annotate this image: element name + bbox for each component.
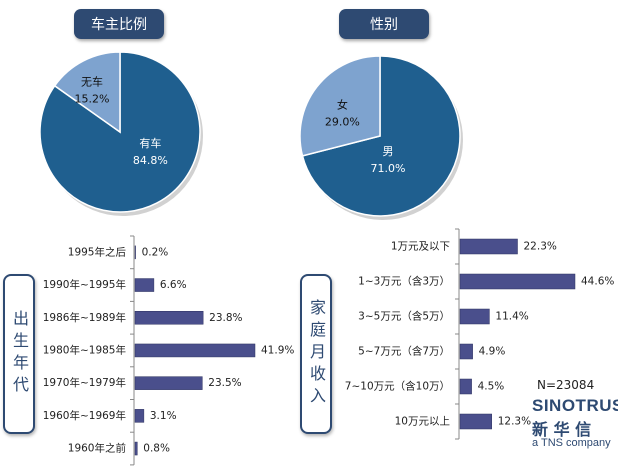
bar2-value-label-2: 44.6% bbox=[581, 276, 614, 288]
bar2-value-label-5: 4.5% bbox=[478, 381, 505, 393]
sample-size: N=23084 bbox=[537, 378, 595, 392]
bar2-value-label-1: 22.3% bbox=[524, 241, 557, 253]
bar2-category-label-6: 10万元以上 bbox=[395, 416, 450, 428]
bar1-bar-7 bbox=[134, 441, 138, 456]
bar1-value-label-7: 0.8% bbox=[143, 443, 170, 455]
bar1-bar-6 bbox=[134, 409, 145, 423]
bar1-value-label-5: 23.5% bbox=[208, 377, 241, 389]
pie1-slice-label-2: 无车 bbox=[81, 74, 103, 88]
bar1-title: 出生年代 bbox=[3, 274, 35, 434]
logo-tns: a TNS company bbox=[532, 437, 611, 449]
logo-sinotrust: SINOTRUST bbox=[532, 396, 618, 415]
bar1-bar-1 bbox=[134, 245, 136, 260]
pie2-slice-2 bbox=[299, 55, 381, 157]
bar1-category-label-4: 1980年~1985年 bbox=[43, 343, 126, 356]
bar1-value-label-3: 23.8% bbox=[209, 312, 242, 324]
pie1-slice-label-1: 有车 bbox=[139, 136, 161, 150]
bar1-bar-5 bbox=[134, 376, 203, 390]
bar2-category-label-5: 7~10万元（含10万） bbox=[345, 380, 450, 393]
bar1-value-label-1: 0.2% bbox=[142, 246, 169, 258]
bar1-category-label-2: 1990年~1995年 bbox=[43, 278, 126, 291]
pie2-slice-label-1: 男 bbox=[383, 145, 394, 158]
bar2-category-label-2: 1~3万元（含3万） bbox=[358, 275, 450, 288]
bar2-bar-2 bbox=[459, 273, 576, 290]
bar1-bar-4 bbox=[134, 343, 256, 358]
bar1-category-label-3: 1986年~1989年 bbox=[43, 311, 126, 324]
bar1-bar-3 bbox=[134, 311, 204, 325]
pie2-slice-value-2: 29.0% bbox=[325, 116, 360, 129]
pie2-slice-1 bbox=[301, 55, 461, 217]
bar1-value-label-6: 3.1% bbox=[150, 410, 177, 422]
bar2-bar-3 bbox=[459, 308, 490, 325]
pie2-slice-value-1: 71.0% bbox=[371, 162, 406, 175]
bar1-category-label-5: 1970年~1979年 bbox=[43, 376, 126, 389]
pie2-title: 性别 bbox=[339, 9, 429, 39]
bar2-value-label-4: 4.9% bbox=[479, 346, 506, 358]
bar2-title: 家庭月收入 bbox=[300, 274, 332, 434]
bar1-category-label-7: 1960年之前 bbox=[68, 442, 126, 455]
bar2-bar-6 bbox=[459, 413, 492, 430]
bar2-bar-4 bbox=[459, 343, 473, 360]
bar2-bar-1 bbox=[459, 238, 518, 255]
bar2-value-label-3: 11.4% bbox=[495, 311, 528, 323]
bar1-bar-2 bbox=[134, 278, 155, 292]
bar1-value-label-4: 41.9% bbox=[261, 344, 294, 356]
pie1-slice-value-2: 15.2% bbox=[75, 92, 110, 105]
bar1-value-label-2: 6.6% bbox=[160, 279, 187, 291]
bar1-category-label-1: 1995年之后 bbox=[68, 245, 126, 258]
pie1-slice-value-1: 84.8% bbox=[133, 154, 168, 167]
pie1-slice-2 bbox=[53, 51, 121, 134]
bar2-category-label-3: 3~5万元（含5万） bbox=[358, 310, 450, 323]
pie1-title: 车主比例 bbox=[74, 9, 164, 39]
logo-xinhuaxin: 新 华 信 bbox=[532, 420, 592, 439]
bar2-value-label-6: 12.3% bbox=[498, 416, 531, 428]
pie2-slice-label-2: 女 bbox=[337, 98, 348, 112]
bar2-category-label-4: 5~7万元（含7万） bbox=[358, 345, 450, 358]
bar1-category-label-6: 1960年~1969年 bbox=[43, 409, 126, 422]
bar2-bar-5 bbox=[459, 378, 472, 395]
bar2-category-label-1: 1万元及以下 bbox=[391, 241, 450, 253]
